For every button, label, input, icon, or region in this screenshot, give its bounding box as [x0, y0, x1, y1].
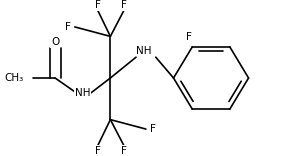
Text: F: F: [95, 146, 100, 156]
Text: NH: NH: [75, 88, 91, 98]
Text: F: F: [121, 146, 127, 156]
Text: F: F: [150, 124, 156, 134]
Text: NH: NH: [136, 46, 152, 56]
Text: CH₃: CH₃: [4, 73, 24, 83]
Text: F: F: [121, 0, 127, 10]
Text: O: O: [51, 37, 59, 47]
Text: F: F: [187, 32, 192, 42]
Text: F: F: [65, 22, 71, 32]
Text: F: F: [95, 0, 100, 10]
